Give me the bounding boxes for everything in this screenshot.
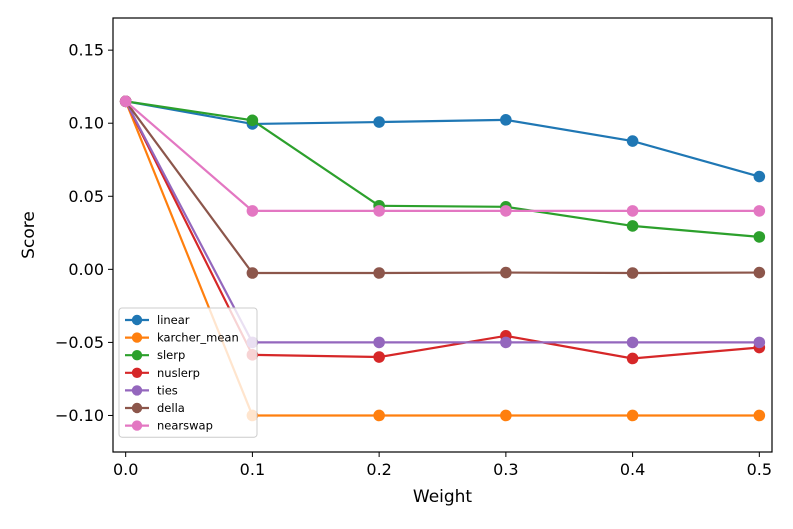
data-point <box>246 267 259 279</box>
legend-marker <box>131 350 143 361</box>
data-point <box>500 409 512 422</box>
data-point <box>373 351 385 363</box>
y-tick-label: −0.05 <box>55 333 104 352</box>
series-della <box>119 95 766 279</box>
data-point <box>373 205 385 217</box>
legend-item: karcher_mean <box>125 331 239 345</box>
data-point <box>626 409 639 422</box>
legend-marker <box>131 332 143 343</box>
series-line <box>124 100 760 344</box>
legend-item: slerp <box>125 348 185 362</box>
x-tick-label: 0.2 <box>366 460 391 479</box>
data-point <box>626 336 639 349</box>
legend-marker <box>131 385 143 396</box>
data-point <box>753 336 766 349</box>
data-point <box>626 135 639 147</box>
x-tick-label: 0.3 <box>493 460 518 479</box>
data-point <box>373 116 385 128</box>
plot-frame <box>112 17 773 453</box>
x-tick-label: 0.1 <box>240 460 265 479</box>
data-point <box>753 205 766 217</box>
legend-marker <box>131 420 143 431</box>
legend-label: della <box>157 401 185 415</box>
data-point <box>500 114 512 126</box>
series-line <box>125 100 760 178</box>
legend-label: nuslerp <box>157 366 200 380</box>
x-tick-label: 0.4 <box>620 460 645 479</box>
legend-marker <box>131 367 143 378</box>
data-point <box>373 409 385 422</box>
legend-label: slerp <box>157 348 185 362</box>
x-axis-label: Weight <box>413 487 473 507</box>
series-linear <box>119 95 766 183</box>
y-tick-label: 0.00 <box>68 260 104 279</box>
data-point <box>246 114 259 127</box>
data-point <box>626 267 639 279</box>
series-line <box>124 100 760 212</box>
data-point <box>500 205 512 217</box>
data-point <box>119 95 132 108</box>
data-point <box>373 267 385 279</box>
y-tick-label: 0.05 <box>68 187 104 206</box>
series-line <box>124 100 760 275</box>
legend-box <box>118 307 258 438</box>
legend-item: nuslerp <box>125 366 200 380</box>
data-point <box>753 170 766 183</box>
legend-marker <box>131 314 143 326</box>
legend-item: nearswap <box>125 419 213 433</box>
y-tick-label: 0.10 <box>68 114 104 133</box>
y-tick-label: −0.10 <box>55 406 104 425</box>
data-point <box>753 409 766 422</box>
series-nearswap <box>119 95 766 217</box>
legend-label: karcher_mean <box>157 331 239 345</box>
data-point <box>753 266 766 279</box>
x-tick-label: 0.0 <box>113 460 138 479</box>
data-point <box>500 266 512 279</box>
legend-label: nearswap <box>157 419 213 433</box>
y-tick-label: 0.15 <box>68 41 104 60</box>
x-tick-label: 0.5 <box>747 460 772 479</box>
data-point <box>246 205 259 217</box>
legend-item: linear <box>125 313 190 327</box>
data-point <box>500 336 512 349</box>
legend-item: della <box>125 401 185 415</box>
legend-item: ties <box>125 383 178 397</box>
data-point <box>626 220 639 232</box>
data-point <box>373 336 385 349</box>
data-point <box>753 231 766 243</box>
series-line <box>125 100 760 238</box>
legend-marker <box>131 402 143 414</box>
legend-label: ties <box>157 383 178 397</box>
data-point <box>626 352 639 365</box>
legend-label: linear <box>157 313 190 327</box>
data-point <box>626 205 639 217</box>
y-axis-label: Score <box>19 211 39 259</box>
